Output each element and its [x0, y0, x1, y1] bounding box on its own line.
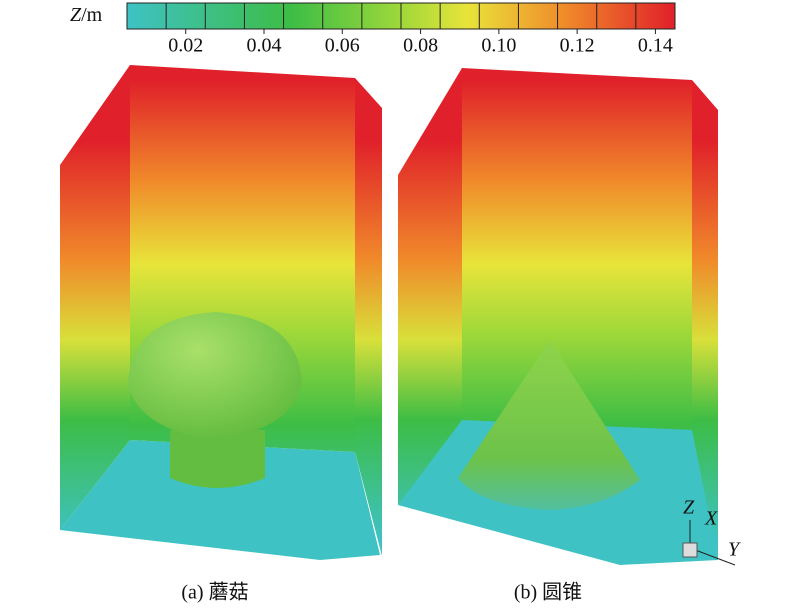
- panel-mushroom: [60, 65, 382, 560]
- axis-x-label: X: [704, 508, 718, 530]
- colorbar-tick-label: 0.02: [168, 35, 203, 57]
- colorbar-tick-label: 0.06: [325, 35, 360, 57]
- colorbar-tick-label: 0.10: [481, 35, 516, 57]
- axis-z-label: Z: [683, 497, 695, 519]
- panel-caption: (b) 圆锥: [514, 581, 582, 604]
- axes-triad: Z X Y: [682, 497, 741, 566]
- colorbar-tick-label: 0.08: [403, 35, 438, 57]
- colorbar: Z/m 0.02 0.04 0.06 0.08 0.10 0.12 0.14: [70, 2, 676, 57]
- colorbar-tick-label: 0.12: [560, 35, 595, 57]
- floor: [60, 440, 380, 560]
- left-wall: [398, 68, 462, 505]
- cone: [458, 340, 640, 510]
- left-wall: [60, 65, 130, 530]
- back-wall: [462, 68, 692, 430]
- mushroom-cap: [128, 312, 302, 440]
- colorbar-label: Z/m: [70, 4, 103, 26]
- right-wall: [355, 78, 382, 556]
- panel-caption: (a) 蘑菇: [181, 581, 248, 604]
- colorbar-tick-label: 0.04: [247, 35, 282, 57]
- panel-cone: [398, 68, 718, 565]
- right-wall: [692, 80, 718, 560]
- mushroom-stem: [170, 430, 265, 488]
- axis-y-label: Y: [728, 539, 741, 561]
- colorbar-tick-label: 0.14: [638, 35, 673, 57]
